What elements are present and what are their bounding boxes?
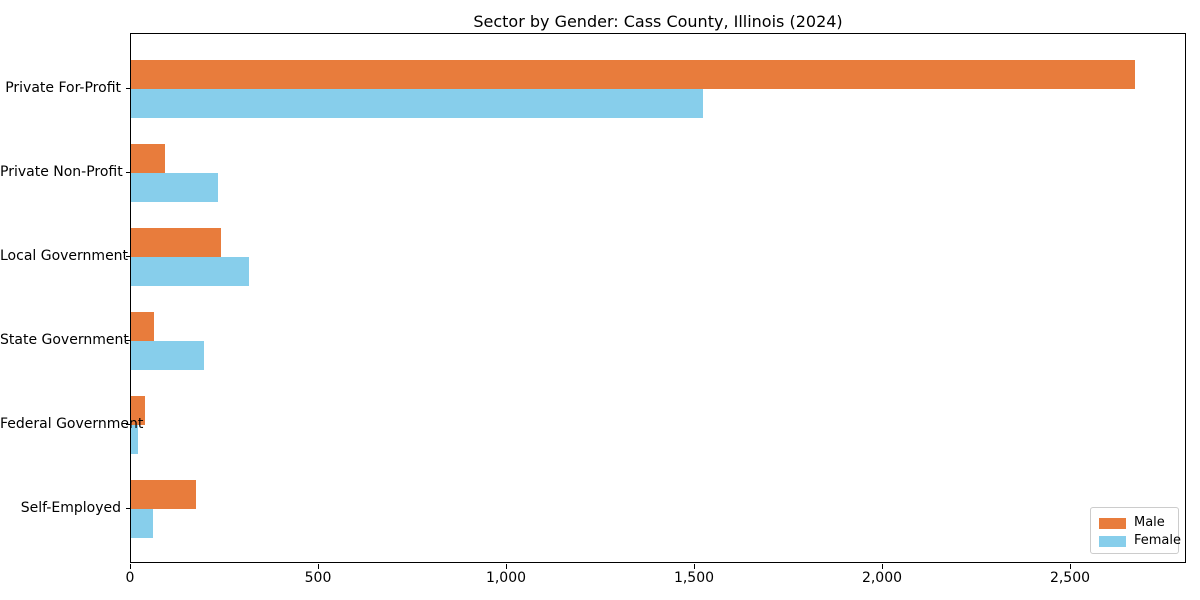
legend-label-male: Male [1134,515,1165,530]
y-tick-label: Private For-Profit [5,80,121,96]
bar [131,60,1135,89]
legend-entry-male: Male [1099,515,1178,531]
legend: Male Female [1090,507,1182,554]
y-tick-label: State Government [0,332,129,348]
y-tick-label: Local Government [0,248,129,264]
female-series-swatch [1099,535,1126,547]
bar [131,257,249,286]
x-tick-mark [318,564,319,569]
x-tick-label: 1,000 [485,570,527,586]
y-tick-label: Self-Employed [20,500,121,516]
bar [131,144,165,173]
x-tick-label: 500 [304,570,332,586]
bar [131,509,153,538]
x-tick-label: 2,000 [861,570,903,586]
x-tick-label: 2,500 [1049,570,1091,586]
bar [131,312,154,341]
plot-area [130,33,1186,563]
x-tick-label: 0 [125,570,135,586]
x-tick-mark [694,564,695,569]
y-tick-mark [126,424,131,425]
bar [131,341,204,370]
x-tick-mark [130,564,131,569]
y-tick-mark [126,508,131,509]
y-tick-label: Federal Government [0,416,144,432]
y-tick-label: Private Non-Profit [0,164,123,180]
y-tick-mark [126,172,131,173]
x-tick-mark [882,564,883,569]
x-tick-mark [506,564,507,569]
bar [131,89,703,118]
bar [131,228,221,257]
y-tick-mark [126,256,131,257]
bar [131,396,145,425]
legend-entry-female: Female [1099,533,1182,549]
bar [131,480,196,509]
bar [131,173,218,202]
x-tick-mark [1070,564,1071,569]
y-tick-mark [126,88,131,89]
y-tick-mark [126,340,131,341]
bar [131,425,138,454]
chart-title: Sector by Gender: Cass County, Illinois … [473,12,843,31]
legend-label-female: Female [1134,533,1182,548]
male-series-swatch [1099,517,1126,529]
x-tick-label: 1,500 [673,570,715,586]
